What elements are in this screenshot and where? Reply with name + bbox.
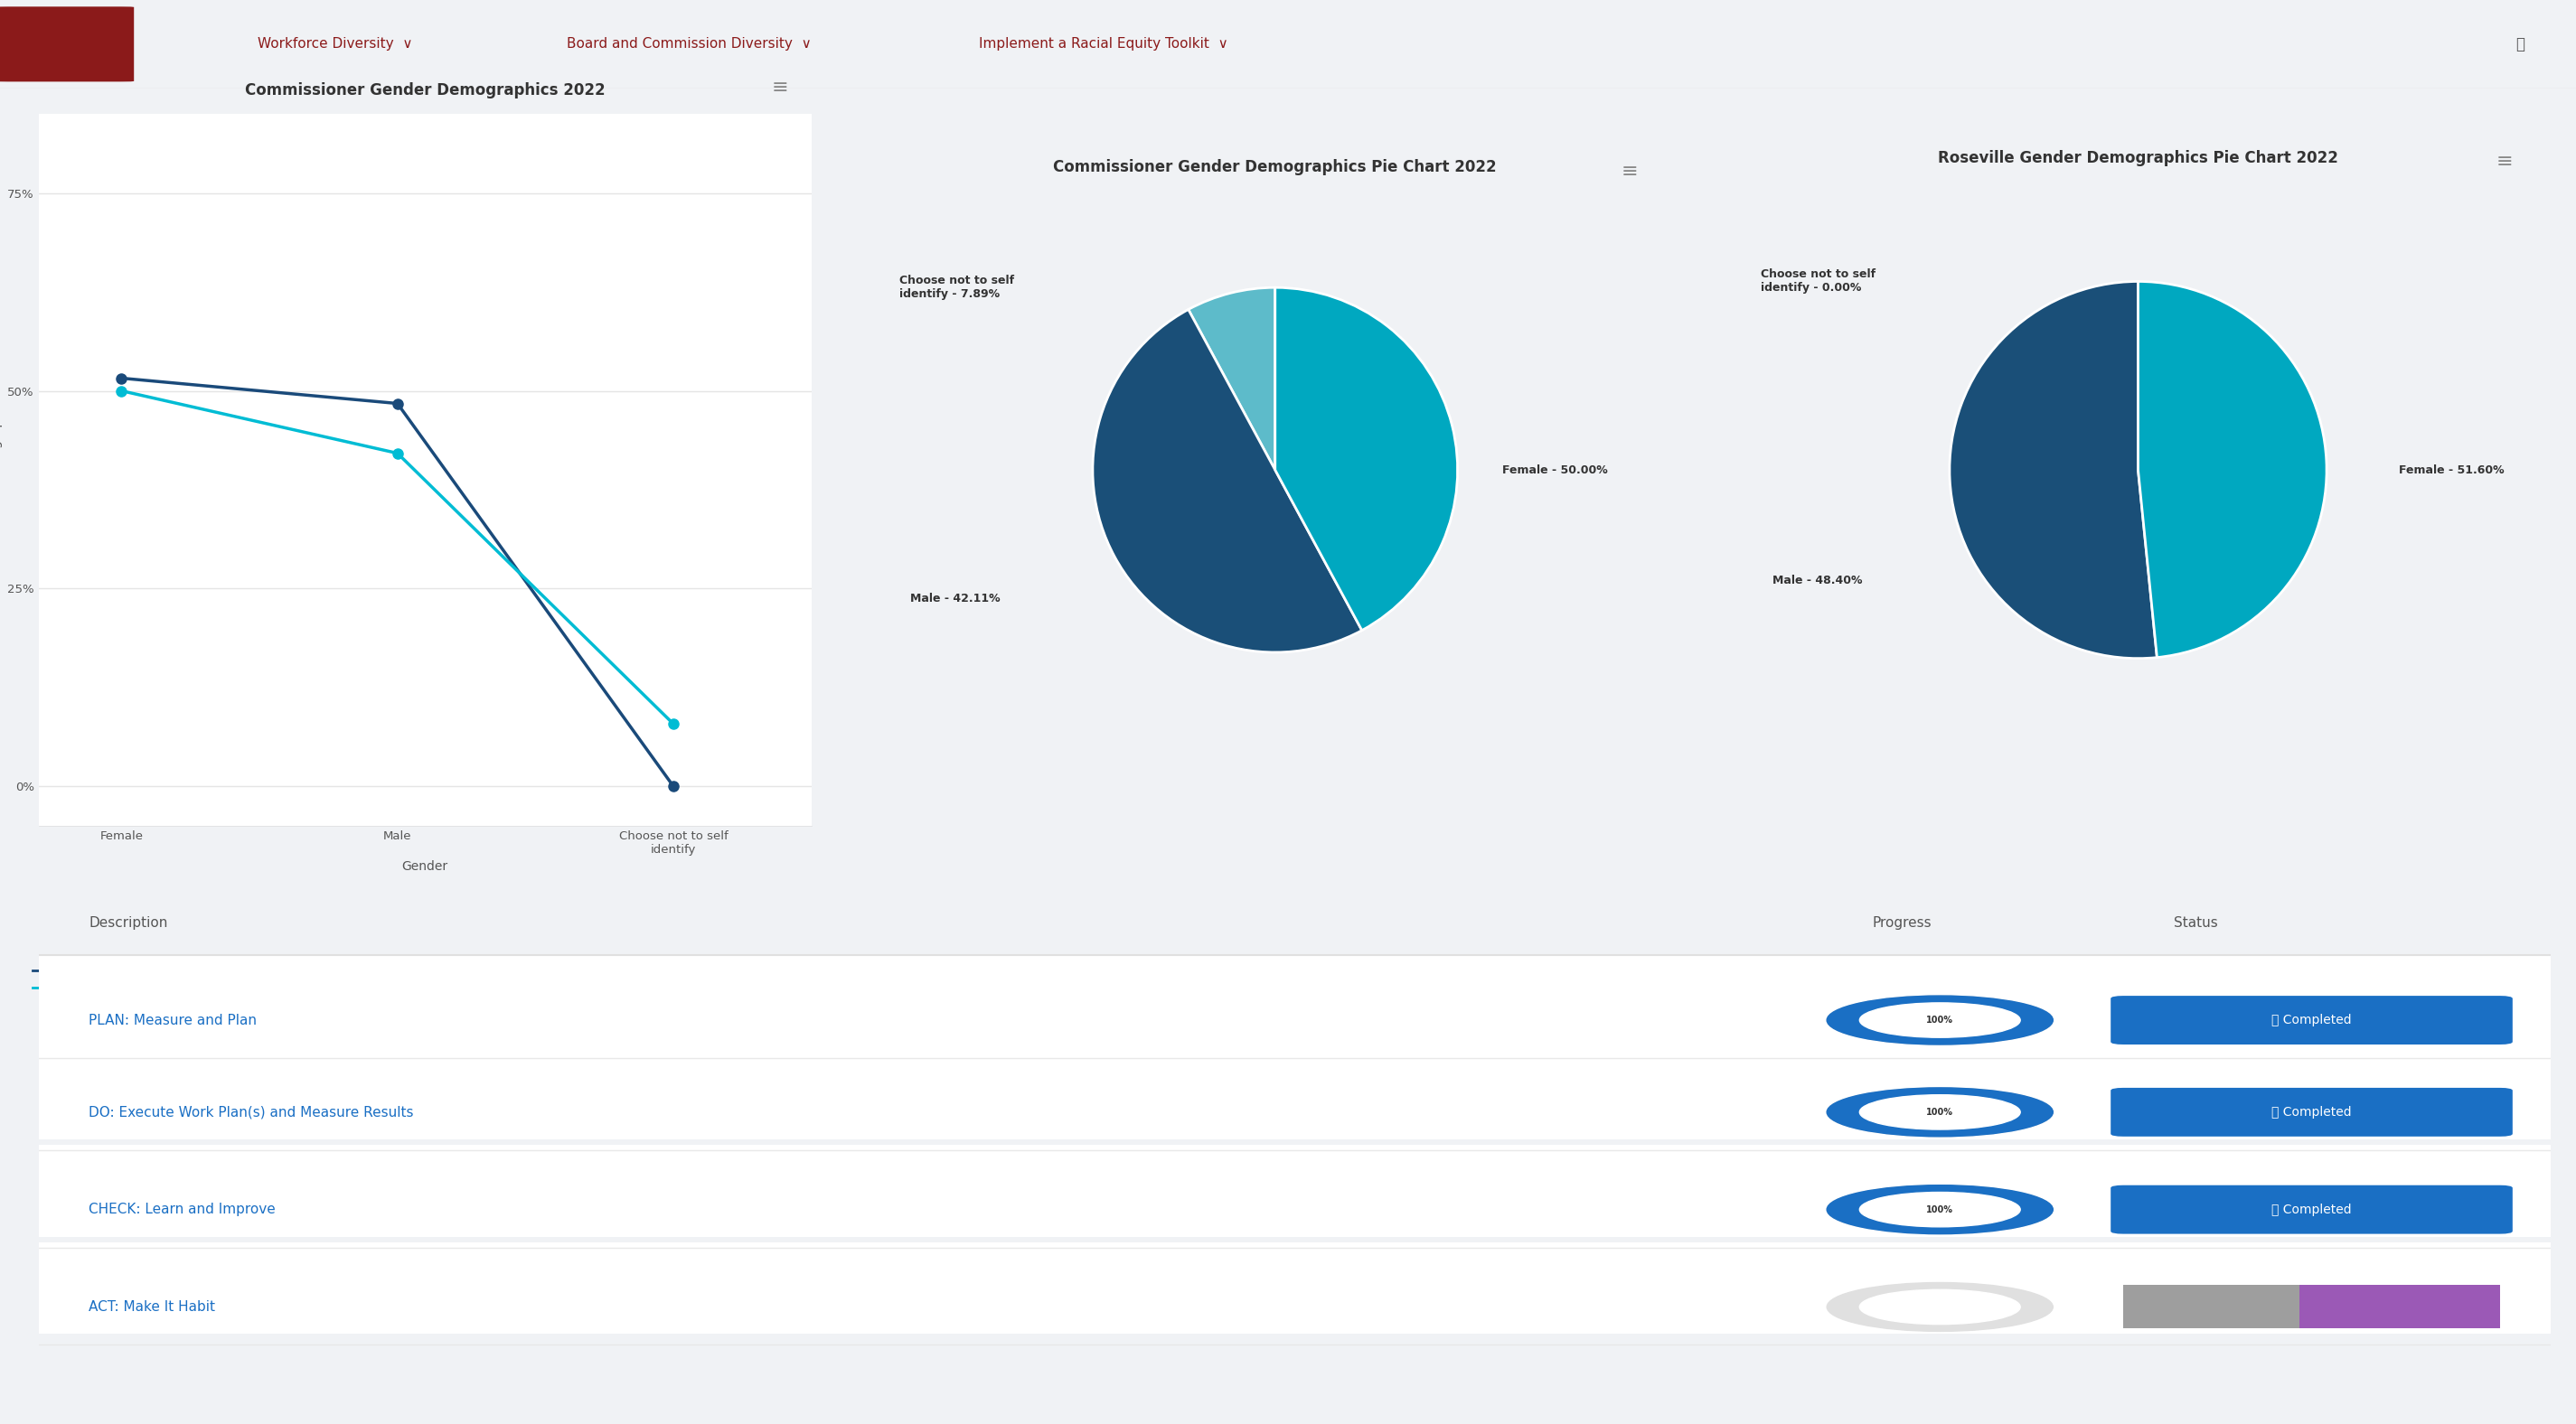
Text: 👍 Completed: 👍 Completed (2272, 1106, 2352, 1118)
FancyBboxPatch shape (39, 1242, 2550, 1334)
Circle shape (1826, 1088, 2053, 1136)
Wedge shape (2138, 282, 2326, 658)
Text: ≡: ≡ (2496, 152, 2514, 171)
Circle shape (1826, 1185, 2053, 1233)
Circle shape (1826, 995, 2053, 1045)
Text: 👍 Completed: 👍 Completed (2272, 1203, 2352, 1216)
Circle shape (1860, 1095, 2020, 1129)
Text: Male - 48.40%: Male - 48.40% (1772, 575, 1862, 587)
Circle shape (1826, 995, 2053, 1045)
Text: 🔍: 🔍 (2514, 36, 2524, 53)
Title: Roseville Gender Demographics Pie Chart 2022: Roseville Gender Demographics Pie Chart … (1937, 150, 2339, 167)
Text: Status: Status (2174, 916, 2218, 930)
Text: DO: Execute Work Plan(s) and Measure Results: DO: Execute Work Plan(s) and Measure Res… (88, 1105, 415, 1119)
X-axis label: Gender: Gender (402, 860, 448, 873)
Text: PLAN: Measure and Plan: PLAN: Measure and Plan (88, 1014, 258, 1027)
FancyBboxPatch shape (39, 956, 2550, 1047)
Text: CHECK: Learn and Improve: CHECK: Learn and Improve (88, 1203, 276, 1216)
FancyBboxPatch shape (2123, 1286, 2298, 1329)
Circle shape (1860, 1002, 2020, 1038)
Text: 100%: 100% (1927, 1108, 1953, 1116)
FancyBboxPatch shape (2110, 1088, 2512, 1136)
Text: 👍 Completed: 👍 Completed (2272, 1014, 2352, 1027)
Circle shape (1826, 1088, 2053, 1136)
FancyBboxPatch shape (39, 1145, 2550, 1236)
Text: Description: Description (88, 916, 167, 930)
Circle shape (1826, 1283, 2053, 1331)
Title: Commissioner Gender Demographics Pie Chart 2022: Commissioner Gender Demographics Pie Cha… (1054, 159, 1497, 175)
Text: ≡: ≡ (770, 78, 788, 97)
Text: Female - 51.60%: Female - 51.60% (2398, 464, 2504, 476)
Text: Female - 50.00%: Female - 50.00% (1502, 464, 1607, 476)
Circle shape (1826, 1185, 2053, 1233)
FancyBboxPatch shape (0, 7, 134, 81)
FancyBboxPatch shape (39, 1047, 2550, 1139)
Text: 100%: 100% (1927, 1015, 1953, 1025)
Text: Choose not to self
identify - 0.00%: Choose not to self identify - 0.00% (1762, 269, 1875, 295)
Text: ACT: Make It Habit: ACT: Make It Habit (88, 1300, 216, 1314)
Circle shape (1860, 1290, 2020, 1324)
Text: Workforce Diversity  ∨: Workforce Diversity ∨ (258, 37, 412, 51)
Text: Board and Commission Diversity  ∨: Board and Commission Diversity ∨ (567, 37, 811, 51)
Text: Male - 42.11%: Male - 42.11% (909, 592, 999, 605)
Text: 100%: 100% (1927, 1205, 1953, 1215)
Wedge shape (1092, 309, 1363, 652)
FancyBboxPatch shape (2298, 1286, 2499, 1329)
Title: Commissioner Gender Demographics 2022: Commissioner Gender Demographics 2022 (245, 83, 605, 98)
Text: ≡: ≡ (1620, 164, 1638, 181)
Text: Choose not to self
identify - 7.89%: Choose not to self identify - 7.89% (899, 275, 1015, 300)
Text: Implement a Racial Equity Toolkit  ∨: Implement a Racial Equity Toolkit ∨ (979, 37, 1229, 51)
Wedge shape (1950, 282, 2156, 658)
Circle shape (1860, 1192, 2020, 1227)
Wedge shape (1275, 288, 1458, 631)
Legend: Roseville Demographics Percentage, Commissioner Demographics Percentage: Roseville Demographics Percentage, Commi… (28, 961, 289, 998)
Text: Progress: Progress (1873, 916, 1932, 930)
FancyBboxPatch shape (2110, 1185, 2512, 1233)
FancyBboxPatch shape (2110, 995, 2512, 1045)
Wedge shape (1188, 288, 1275, 470)
